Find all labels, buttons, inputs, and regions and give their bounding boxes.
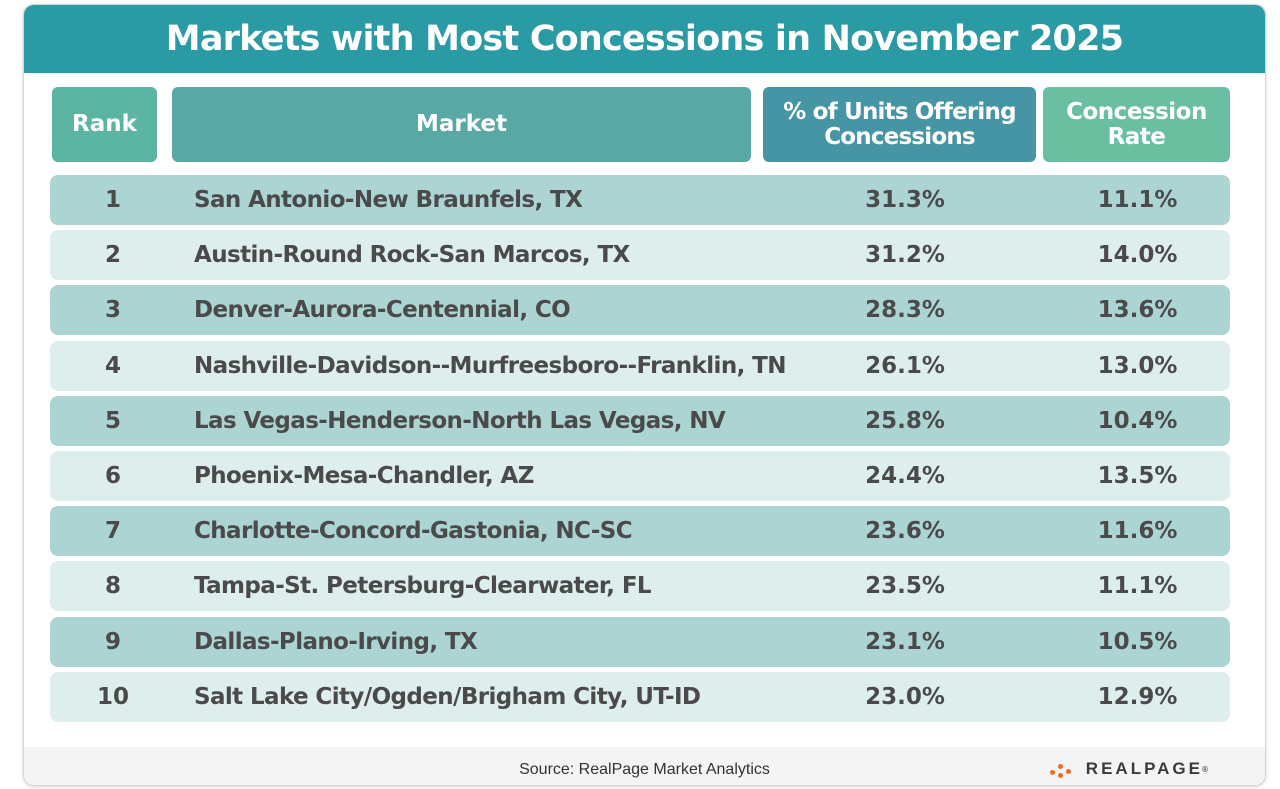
- header-concession-rate: Concession Rate: [1043, 87, 1230, 162]
- table-row: 1 San Antonio-New Braunfels, TX 31.3% 11.1%: [50, 175, 1230, 225]
- header-pct-units: % of Units Offering Concessions: [763, 87, 1036, 162]
- market-cell: Austin-Round Rock-San Marcos, TX: [194, 242, 630, 268]
- table-row: 8 Tampa-St. Petersburg-Clearwater, FL 23.5…: [50, 561, 1230, 611]
- rank-cell: 3: [104, 297, 121, 323]
- concession-rate-cell: 11.1%: [1097, 573, 1178, 599]
- rank-cell: 2: [104, 242, 121, 268]
- realpage-logo: REALPAGE ®: [1049, 759, 1209, 779]
- header-pct-line2: Concessions: [824, 123, 975, 150]
- chart-card: Markets with Most Concessions in Novembe…: [24, 5, 1265, 785]
- market-cell: Las Vegas-Henderson-North Las Vegas, NV: [194, 408, 726, 434]
- market-cell: Nashville-Davidson--Murfreesboro--Frankl…: [194, 353, 786, 379]
- pct-units-cell: 31.3%: [865, 187, 945, 213]
- rank-cell: 4: [104, 353, 121, 379]
- table-row: 9 Dallas-Plano-Irving, TX 23.1% 10.5%: [50, 617, 1230, 667]
- rank-cell: 6: [104, 463, 121, 489]
- concession-rate-cell: 11.6%: [1097, 518, 1178, 544]
- concession-rate-cell: 12.9%: [1097, 684, 1178, 710]
- concession-rate-cell: 14.0%: [1097, 242, 1178, 268]
- header-rate-line1: Concession: [1066, 99, 1207, 126]
- table-row: 5 Las Vegas-Henderson-North Las Vegas, NV…: [50, 396, 1230, 446]
- rank-cell: 9: [104, 629, 121, 655]
- realpage-logo-mark: ®: [1201, 764, 1209, 774]
- table-row: 7 Charlotte-Concord-Gastonia, NC-SC 23.6% 1…: [50, 506, 1230, 556]
- pct-units-cell: 25.8%: [865, 408, 945, 434]
- pct-units-cell: 31.2%: [865, 242, 945, 268]
- market-cell: Denver-Aurora-Centennial, CO: [194, 297, 571, 323]
- market-cell: Tampa-St. Petersburg-Clearwater, FL: [194, 573, 652, 599]
- pct-units-cell: 26.1%: [865, 353, 945, 379]
- chart-title: Markets with Most Concessions in Novembe…: [24, 5, 1265, 73]
- table-row: 6 Phoenix-Mesa-Chandler, AZ 24.4% 13.5%: [50, 451, 1230, 501]
- realpage-logo-text: REALPAGE: [1085, 759, 1203, 778]
- market-cell: Dallas-Plano-Irving, TX: [194, 629, 478, 655]
- pct-units-cell: 28.3%: [865, 297, 945, 323]
- pct-units-cell: 23.1%: [865, 629, 945, 655]
- pct-units-cell: 24.4%: [865, 463, 945, 489]
- market-cell: Charlotte-Concord-Gastonia, NC-SC: [194, 518, 633, 544]
- pct-units-cell: 23.5%: [865, 573, 945, 599]
- rank-cell: 7: [104, 518, 121, 544]
- concession-rate-cell: 11.1%: [1097, 187, 1178, 213]
- market-cell: San Antonio-New Braunfels, TX: [194, 187, 583, 213]
- header-rate-line2: Rate: [1107, 123, 1166, 150]
- rank-cell: 1: [104, 187, 121, 213]
- header-rank: Rank: [52, 87, 157, 162]
- concession-rate-cell: 13.0%: [1097, 353, 1178, 379]
- header-rank-label: Rank: [72, 111, 137, 138]
- rank-cell: 8: [104, 573, 121, 599]
- rank-cell: 10: [96, 684, 129, 710]
- source-note: Source: RealPage Market Analytics: [519, 761, 770, 778]
- header-market-label: Market: [415, 111, 508, 138]
- table-row: 10 Salt Lake City/Ogden/Brigham City, UT-…: [50, 672, 1230, 722]
- pct-units-cell: 23.0%: [865, 684, 945, 710]
- pct-units-cell: 23.6%: [865, 518, 945, 544]
- rank-cell: 5: [104, 408, 121, 434]
- market-cell: Salt Lake City/Ogden/Brigham City, UT-ID: [194, 684, 701, 710]
- realpage-dots-icon: [1049, 760, 1078, 778]
- table-row: 2 Austin-Round Rock-San Marcos, TX 31.2% 14…: [50, 230, 1230, 280]
- table-row: 3 Denver-Aurora-Centennial, CO 28.3% 13.6%: [50, 285, 1230, 335]
- footer: Source: RealPage Market Analytics REALPA…: [24, 747, 1265, 785]
- table-row: 4 Nashville-Davidson--Murfreesboro--Frank…: [50, 341, 1230, 391]
- header-market: Market: [172, 87, 751, 162]
- header-pct-line1: % of Units Offering: [783, 99, 1016, 126]
- concession-rate-cell: 10.5%: [1097, 629, 1178, 655]
- market-cell: Phoenix-Mesa-Chandler, AZ: [194, 463, 534, 489]
- concession-rate-cell: 13.6%: [1097, 297, 1178, 323]
- concession-rate-cell: 13.5%: [1097, 463, 1178, 489]
- concession-rate-cell: 10.4%: [1097, 408, 1178, 434]
